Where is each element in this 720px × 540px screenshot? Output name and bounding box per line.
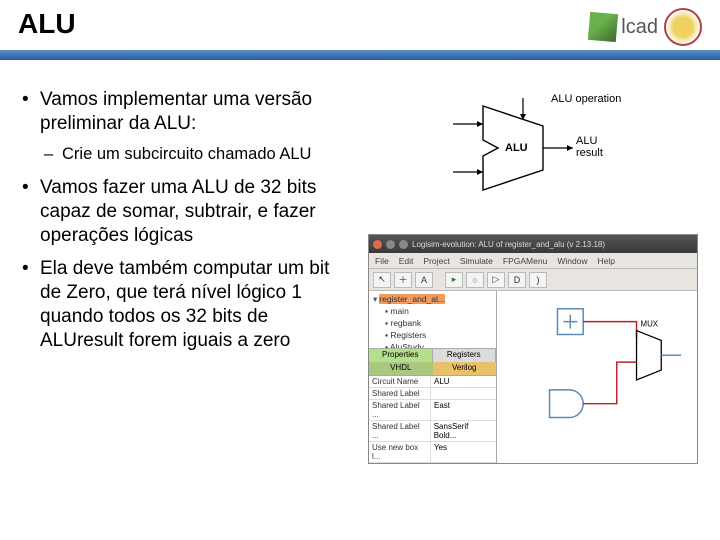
bullet-1-text: Vamos implementar uma versão preliminar … [40, 89, 312, 134]
tool-pin-out-icon[interactable]: ○ [466, 272, 484, 288]
wire [583, 322, 636, 339]
hdl-subtabs: VHDL Verilog [369, 362, 496, 375]
prop-row: Use new box l...Yes [369, 442, 496, 463]
tool-text-icon[interactable]: A [415, 272, 433, 288]
minimize-icon[interactable] [386, 240, 395, 249]
tool-not-icon[interactable]: ▷ [487, 272, 505, 288]
menu-simulate[interactable]: Simulate [460, 256, 493, 266]
menu-edit[interactable]: Edit [399, 256, 414, 266]
logisim-screenshot: Logisim-evolution: ALU of register_and_a… [368, 234, 698, 464]
logisim-toolbar: ↖ ＋ A ▸ ○ ▷ D ) [369, 269, 697, 291]
figure-column: ALU operation ALU result ALU Logisim-evo… [358, 88, 708, 464]
logisim-menubar: File Edit Project Simulate FPGAMenu Wind… [369, 253, 697, 269]
alu-block-diagram: ALU operation ALU result ALU [423, 88, 643, 208]
logisim-left-panel: ▾register_and_al... ▪ main ▪ regbank ▪ R… [369, 291, 497, 463]
tool-or-icon[interactable]: ) [529, 272, 547, 288]
properties-table: Circuit NameALU Shared Label Shared Labe… [369, 375, 496, 463]
menu-file[interactable]: File [375, 256, 389, 266]
logos: lcad [589, 8, 702, 46]
logisim-canvas[interactable]: MUX [497, 291, 697, 463]
alu-result-label-1: ALU [576, 135, 597, 147]
tree-root[interactable]: register_and_al... [379, 294, 445, 304]
tool-pin-in-icon[interactable]: ▸ [445, 272, 463, 288]
logisim-titlebar: Logisim-evolution: ALU of register_and_a… [369, 235, 697, 253]
tab-properties[interactable]: Properties [369, 349, 433, 362]
mux-icon [637, 331, 662, 380]
alu-result-label-2: result [576, 147, 603, 159]
menu-project[interactable]: Project [423, 256, 449, 266]
prop-row: Shared Label [369, 388, 496, 400]
subtab-vhdl[interactable]: VHDL [369, 362, 433, 375]
tool-pointer-icon[interactable]: ↖ [373, 272, 391, 288]
alu-op-label: ALU operation [551, 93, 621, 105]
tree-registers[interactable]: Registers [390, 330, 426, 340]
bullet-column: Vamos implementar uma versão preliminar … [18, 88, 350, 464]
content-area: Vamos implementar uma versão preliminar … [0, 60, 720, 464]
and-gate-icon [550, 390, 584, 418]
wire [583, 362, 636, 404]
tree-main[interactable]: main [390, 306, 408, 316]
menu-window[interactable]: Window [557, 256, 587, 266]
bullet-2: Vamos fazer uma ALU de 32 bits capaz de … [18, 176, 350, 247]
tab-registers[interactable]: Registers [433, 349, 497, 362]
tool-and-icon[interactable]: D [508, 272, 526, 288]
bullet-1: Vamos implementar uma versão preliminar … [18, 88, 350, 164]
slide-header: ALU lcad [0, 0, 720, 50]
bullet-3: Ela deve também computar um bit de Zero,… [18, 257, 350, 352]
mux-label: MUX [640, 320, 658, 329]
prop-row: Shared Label ...East [369, 400, 496, 421]
alu-name-label: ALU [505, 142, 528, 154]
subtab-verilog[interactable]: Verilog [433, 362, 497, 375]
lcad-logo: lcad [589, 13, 658, 41]
close-icon[interactable] [373, 240, 382, 249]
component-tree[interactable]: ▾register_and_al... ▪ main ▪ regbank ▪ R… [369, 291, 496, 348]
menu-fpga[interactable]: FPGAMenu [503, 256, 547, 266]
bullet-1-sub-1: Crie um subcircuito chamado ALU [40, 144, 350, 165]
menu-help[interactable]: Help [598, 256, 615, 266]
prop-row: Shared Label ...SansSerif Bold... [369, 421, 496, 442]
maximize-icon[interactable] [399, 240, 408, 249]
tree-regbank[interactable]: regbank [390, 318, 421, 328]
window-title: Logisim-evolution: ALU of register_and_a… [412, 240, 605, 249]
lcad-text: lcad [621, 16, 658, 39]
panel-tabs: Properties Registers [369, 348, 496, 362]
slide-title: ALU [18, 8, 76, 40]
title-underline-bar [0, 50, 720, 60]
lcad-cube-icon [588, 12, 618, 42]
prop-row: Circuit NameALU [369, 376, 496, 388]
university-badge-icon [664, 8, 702, 46]
tool-wire-icon[interactable]: ＋ [394, 272, 412, 288]
